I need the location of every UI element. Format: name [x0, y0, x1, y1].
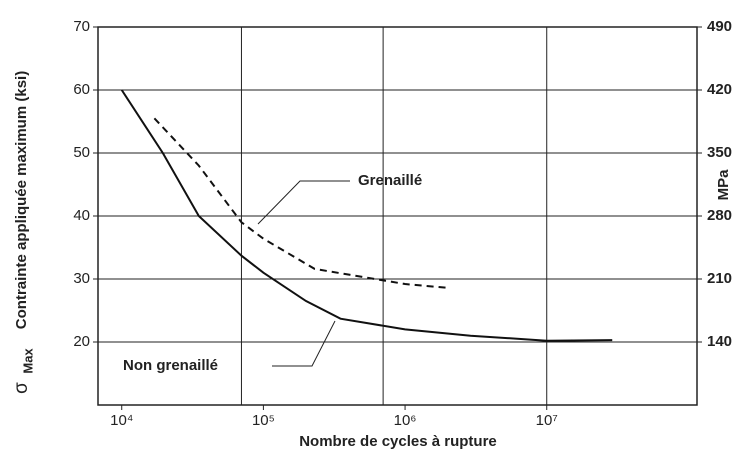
y-tick-label: 50 [73, 144, 90, 161]
y-tick-label: 20 [73, 333, 90, 350]
y-symbol: σ [11, 382, 32, 394]
x-tick-label: 10⁴ [110, 412, 133, 429]
x-tick-label: 10⁷ [536, 412, 558, 429]
y2-tick-label: 490 [707, 18, 732, 35]
y2-tick-label: 140 [707, 333, 732, 350]
series-line [120, 89, 613, 342]
series-label: Grenaillé [358, 172, 422, 189]
y2-tick-label: 210 [707, 270, 732, 287]
y-tick-label: 30 [73, 270, 90, 287]
y2-axis-label: MPa [715, 169, 732, 201]
y-axis-label: Contrainte appliquée maximum (ksi) [13, 71, 30, 329]
x-tick-label: 10⁶ [394, 412, 417, 429]
series-line [153, 117, 448, 289]
y2-tick-label: 420 [707, 81, 732, 98]
leader [257, 180, 350, 225]
y2-tick-label: 350 [707, 144, 732, 161]
x-axis-label: Nombre de cycles à rupture [299, 433, 497, 450]
y-tick-label: 40 [73, 207, 90, 224]
x-tick-label: 10⁵ [252, 412, 275, 429]
series-label: Non grenaillé [123, 357, 218, 374]
y-symbol-sub: Max [20, 348, 35, 374]
y2-tick-label: 280 [707, 207, 732, 224]
leader [272, 320, 336, 367]
y-tick-label: 60 [73, 81, 90, 98]
y-tick-label: 70 [73, 18, 90, 35]
